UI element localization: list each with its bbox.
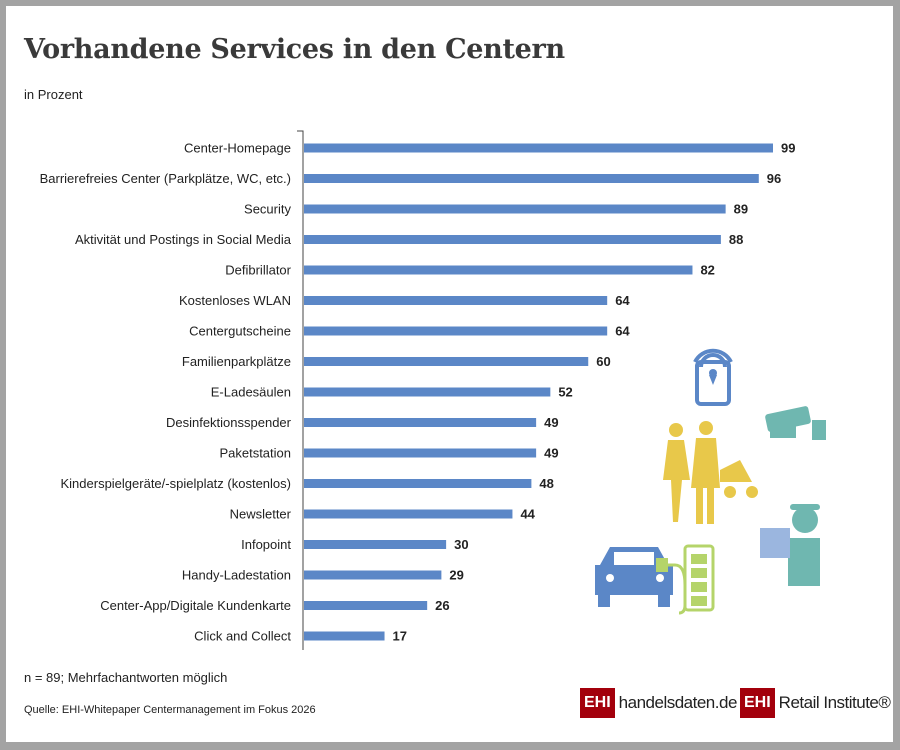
bar — [304, 601, 428, 610]
data-label: 96 — [767, 171, 781, 186]
handelsdaten-logo: EHI handelsdaten.de — [580, 688, 737, 718]
category-label: Barrierefreies Center (Parkplätze, WC, e… — [40, 171, 291, 186]
data-label: 26 — [435, 598, 449, 613]
category-label: Aktivität und Postings in Social Media — [75, 232, 292, 247]
category-label: Newsletter — [230, 507, 292, 522]
data-label: 30 — [454, 537, 468, 552]
chart-title: Vorhandene Services in den Centern — [24, 34, 565, 65]
data-label: 44 — [520, 507, 535, 522]
y-axis-line — [297, 130, 304, 650]
category-label: Familienparkplätze — [182, 354, 291, 369]
category-label: Center-Homepage — [184, 141, 291, 156]
category-label: Click and Collect — [194, 629, 291, 644]
data-label: 60 — [596, 354, 610, 369]
bar — [304, 418, 537, 427]
bar — [304, 235, 721, 244]
data-label: 52 — [558, 385, 572, 400]
bar — [304, 357, 589, 366]
bar — [304, 448, 537, 458]
data-label: 82 — [700, 263, 714, 278]
illustrations — [595, 348, 826, 615]
source-note: Quelle: EHI-Whitepaper Centermanagement … — [24, 704, 316, 716]
data-label: 89 — [734, 202, 748, 217]
bar — [304, 326, 608, 336]
delivery-person-icon — [760, 504, 820, 586]
category-label: Centergutscheine — [189, 324, 291, 339]
bar — [304, 479, 532, 488]
chart-subtitle: in Prozent — [24, 87, 83, 102]
category-label: Center-App/Digitale Kundenkarte — [100, 598, 291, 613]
category-label: Handy-Ladestation — [182, 568, 291, 583]
data-label: 64 — [615, 324, 630, 339]
chart-panel — [6, 6, 893, 742]
bar — [304, 570, 442, 580]
ehi-badge: EHI — [580, 688, 615, 718]
logo-text: handelsdaten.de — [618, 693, 738, 712]
category-label: Desinfektionsspender — [166, 415, 292, 430]
smartphone-wifi-icon — [693, 348, 733, 406]
data-label: 17 — [393, 629, 407, 644]
data-label: 88 — [729, 232, 743, 247]
category-label: E-Ladesäulen — [211, 385, 291, 400]
car-icon — [595, 547, 673, 607]
category-label: Kostenloses WLAN — [179, 293, 291, 308]
bar — [304, 265, 693, 275]
category-label: Infopoint — [241, 537, 291, 552]
bar — [304, 204, 726, 214]
bar — [304, 509, 513, 519]
category-label: Paketstation — [219, 446, 291, 461]
family-icon — [663, 421, 758, 524]
data-label: 48 — [539, 476, 553, 491]
charging-station-icon — [656, 544, 715, 615]
bar — [304, 296, 608, 305]
data-label: 49 — [544, 446, 558, 461]
bar — [304, 143, 773, 153]
data-label: 29 — [449, 568, 463, 583]
bar — [304, 631, 385, 641]
sample-note: n = 89; Mehrfachantworten möglich — [24, 670, 228, 685]
category-label: Defibrillator — [225, 263, 291, 278]
bar — [304, 387, 551, 397]
data-label: 64 — [615, 293, 630, 308]
bar — [304, 174, 759, 183]
category-label: Security — [244, 202, 291, 217]
logo-text: Retail Institute® — [778, 693, 891, 712]
category-label: Kinderspielgeräte/-spielplatz (kostenlos… — [60, 476, 291, 491]
data-label: 99 — [781, 141, 795, 156]
retail-institute-logo: EHI Retail Institute® — [740, 688, 891, 718]
bar — [304, 540, 447, 549]
ehi-badge: EHI — [740, 688, 775, 718]
data-label: 49 — [544, 415, 558, 430]
security-camera-icon — [765, 406, 826, 440]
